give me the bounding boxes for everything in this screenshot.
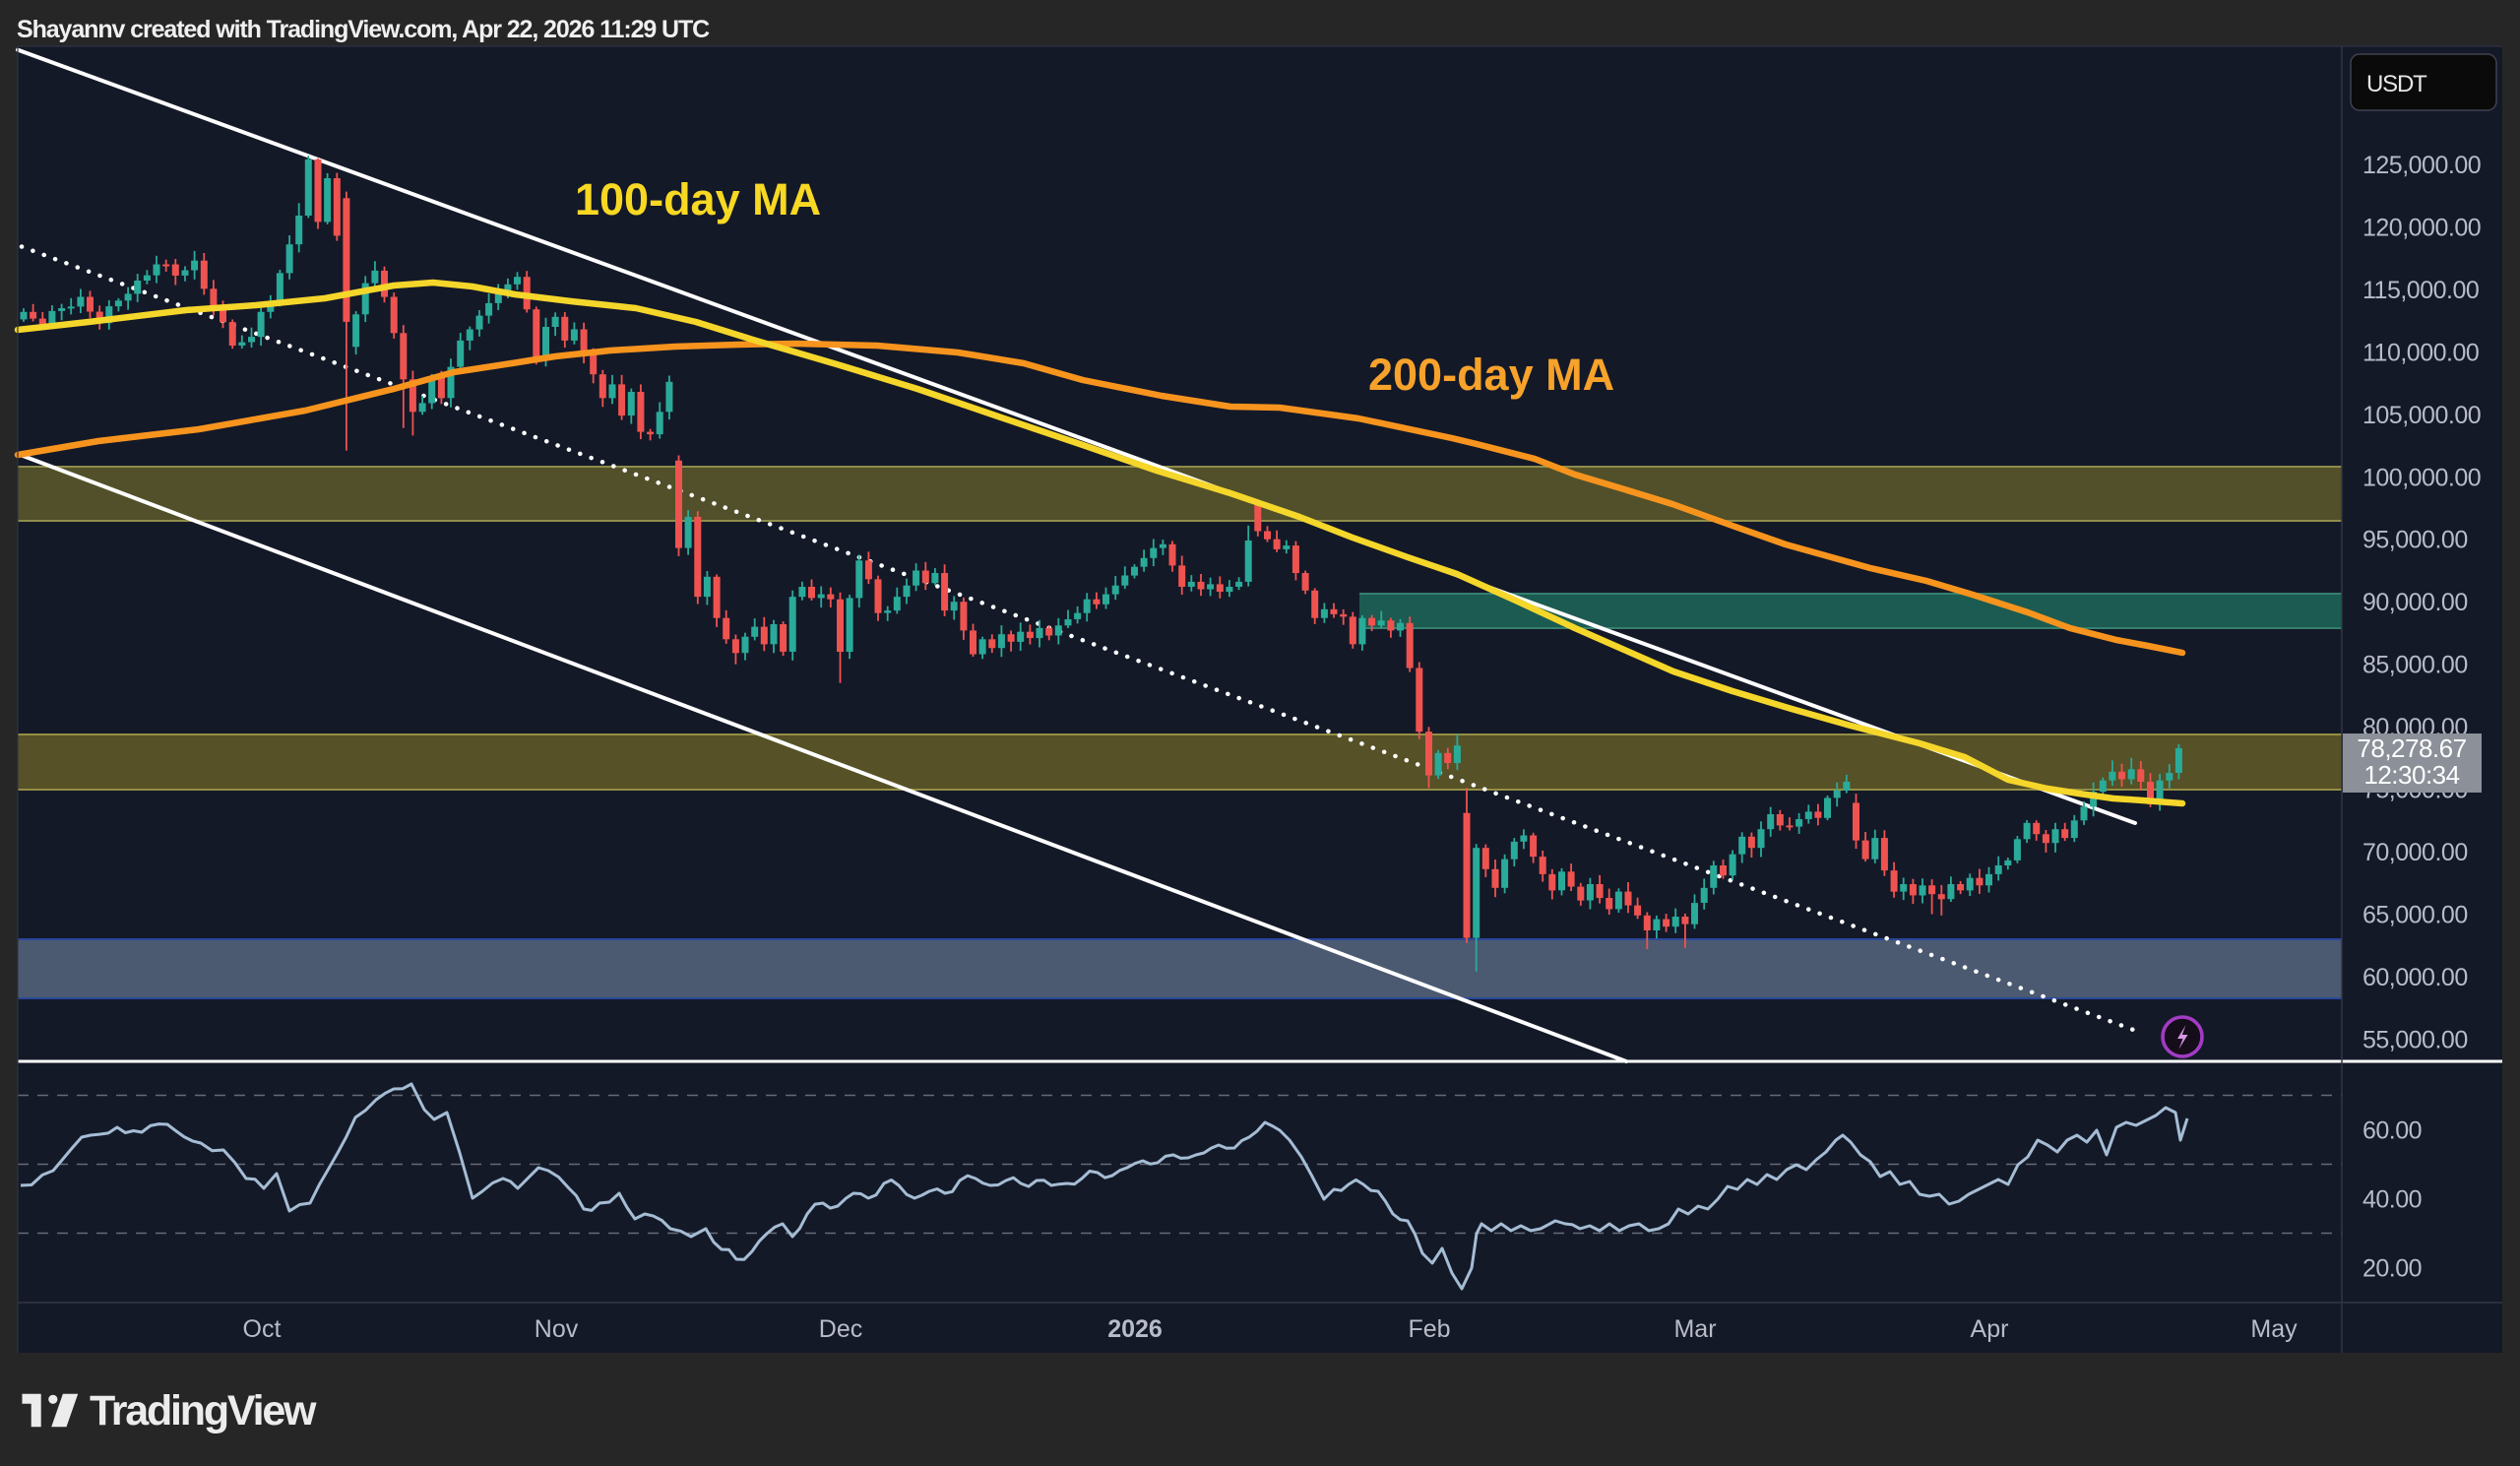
svg-text:100,000.00: 100,000.00 xyxy=(2362,464,2481,491)
svg-text:100-day MA: 100-day MA xyxy=(575,174,821,224)
svg-text:Feb: Feb xyxy=(1408,1315,1450,1343)
svg-text:20.00: 20.00 xyxy=(2362,1254,2422,1282)
svg-text:60,000.00: 60,000.00 xyxy=(2362,964,2468,991)
svg-text:55,000.00: 55,000.00 xyxy=(2362,1026,2468,1053)
svg-text:Apr: Apr xyxy=(1971,1315,2009,1343)
svg-text:Oct: Oct xyxy=(243,1315,282,1343)
svg-text:78,278.67: 78,278.67 xyxy=(2357,733,2466,763)
svg-text:95,000.00: 95,000.00 xyxy=(2362,527,2468,554)
svg-text:60.00: 60.00 xyxy=(2362,1116,2422,1144)
svg-text:12:30:34: 12:30:34 xyxy=(2363,760,2459,790)
svg-text:Dec: Dec xyxy=(819,1315,862,1343)
svg-text:May: May xyxy=(2250,1315,2298,1343)
svg-text:85,000.00: 85,000.00 xyxy=(2362,652,2468,679)
svg-text:Nov: Nov xyxy=(535,1315,579,1343)
svg-text:USDT: USDT xyxy=(2366,71,2427,97)
svg-text:Shayannv created with TradingV: Shayannv created with TradingView.com, A… xyxy=(17,16,710,43)
svg-text:40.00: 40.00 xyxy=(2362,1185,2422,1213)
svg-text:110,000.00: 110,000.00 xyxy=(2362,339,2479,366)
svg-text:2026: 2026 xyxy=(1107,1315,1163,1343)
svg-text:65,000.00: 65,000.00 xyxy=(2362,901,2468,928)
svg-text:TradingView: TradingView xyxy=(90,1387,317,1434)
svg-text:125,000.00: 125,000.00 xyxy=(2362,152,2481,179)
svg-text:120,000.00: 120,000.00 xyxy=(2362,214,2481,241)
svg-text:Mar: Mar xyxy=(1673,1315,1716,1343)
svg-text:105,000.00: 105,000.00 xyxy=(2362,402,2481,429)
svg-text:90,000.00: 90,000.00 xyxy=(2362,589,2468,616)
svg-text:115,000.00: 115,000.00 xyxy=(2362,277,2479,304)
svg-text:70,000.00: 70,000.00 xyxy=(2362,839,2468,866)
svg-text:200-day MA: 200-day MA xyxy=(1368,350,1614,400)
